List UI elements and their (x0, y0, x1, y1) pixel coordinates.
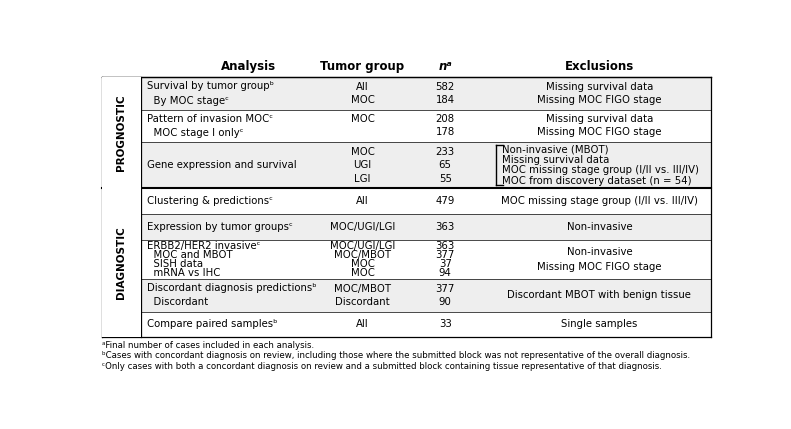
Text: ERBB2/HER2 invasiveᶜ: ERBB2/HER2 invasiveᶜ (146, 241, 260, 251)
Text: MOC/UGI/LGI: MOC/UGI/LGI (330, 241, 396, 251)
Bar (102, 77, 141, 188)
Text: 178: 178 (436, 127, 455, 137)
Bar (102, 188, 141, 337)
Text: Gene expression and survival: Gene expression and survival (146, 160, 297, 170)
Text: MOC/MBOT: MOC/MBOT (334, 284, 391, 294)
Text: ᶜOnly cases with both a concordant diagnosis on review and a submitted block con: ᶜOnly cases with both a concordant diagn… (102, 362, 662, 371)
Text: Missing survival data: Missing survival data (546, 115, 653, 124)
Text: 55: 55 (439, 173, 452, 184)
Text: Non-invasive: Non-invasive (566, 222, 632, 232)
Bar (141, 188, 710, 214)
Text: MOC/UGI/LGI: MOC/UGI/LGI (330, 222, 396, 232)
Text: 90: 90 (439, 297, 452, 307)
Text: SISH data: SISH data (146, 259, 202, 269)
Text: 377: 377 (436, 250, 455, 260)
Text: 233: 233 (436, 147, 455, 157)
Text: Expression by tumor groupsᶜ: Expression by tumor groupsᶜ (146, 222, 293, 232)
Text: Tumor group: Tumor group (320, 60, 404, 73)
Text: 37: 37 (439, 259, 452, 269)
Text: Missing survival data: Missing survival data (546, 82, 653, 92)
Bar (141, 311, 710, 337)
Text: 94: 94 (439, 268, 452, 278)
Text: DIAGNOSTIC: DIAGNOSTIC (116, 227, 127, 299)
Text: Missing MOC FIGO stage: Missing MOC FIGO stage (537, 262, 661, 272)
Bar (141, 214, 710, 240)
Bar (141, 279, 710, 311)
Bar (141, 142, 710, 188)
Bar (141, 77, 710, 110)
Text: MOC: MOC (350, 95, 374, 105)
Text: Compare paired samplesᵇ: Compare paired samplesᵇ (146, 319, 277, 329)
Text: MOC stage I onlyᶜ: MOC stage I onlyᶜ (146, 128, 243, 138)
Text: ᵇCases with concordant diagnosis on review, including those where the submitted : ᵇCases with concordant diagnosis on revi… (102, 351, 690, 360)
Text: mRNA vs IHC: mRNA vs IHC (146, 268, 220, 278)
Text: ᵃFinal number of cases included in each analysis.: ᵃFinal number of cases included in each … (102, 341, 314, 350)
Text: MOC: MOC (350, 147, 374, 157)
Text: MOC from discovery dataset (n = 54): MOC from discovery dataset (n = 54) (502, 176, 692, 186)
Text: 184: 184 (436, 95, 455, 105)
Text: Missing survival data: Missing survival data (502, 155, 610, 165)
Text: Discordant: Discordant (146, 297, 208, 307)
Text: Non-invasive (MBOT): Non-invasive (MBOT) (502, 145, 609, 155)
Text: LGI: LGI (354, 173, 371, 184)
Text: MOC and MBOT: MOC and MBOT (146, 250, 233, 260)
Bar (141, 240, 710, 279)
Text: 377: 377 (436, 284, 455, 294)
Text: Non-invasive: Non-invasive (566, 247, 632, 257)
Text: 363: 363 (436, 241, 455, 251)
Text: MOC: MOC (350, 268, 374, 278)
Text: 479: 479 (436, 196, 455, 206)
Text: By MOC stageᶜ: By MOC stageᶜ (146, 96, 229, 106)
Text: 582: 582 (436, 82, 455, 92)
Text: Pattern of invasion MOCᶜ: Pattern of invasion MOCᶜ (146, 114, 273, 124)
Text: 65: 65 (439, 160, 452, 170)
Text: Single samples: Single samples (562, 319, 638, 329)
Text: All: All (356, 82, 369, 92)
Text: MOC: MOC (350, 115, 374, 124)
Text: Missing MOC FIGO stage: Missing MOC FIGO stage (537, 127, 661, 137)
Text: Missing MOC FIGO stage: Missing MOC FIGO stage (537, 95, 661, 105)
Text: UGI: UGI (354, 160, 372, 170)
Text: MOC missing stage group (I/II vs. III/IV): MOC missing stage group (I/II vs. III/IV… (502, 166, 699, 175)
Text: Discordant diagnosis predictionsᵇ: Discordant diagnosis predictionsᵇ (146, 283, 316, 293)
Text: 33: 33 (439, 319, 452, 329)
Bar (141, 110, 710, 142)
Text: 363: 363 (436, 222, 455, 232)
Text: Exclusions: Exclusions (565, 60, 634, 73)
Text: Discordant: Discordant (335, 297, 390, 307)
Text: All: All (356, 319, 369, 329)
Text: MOC: MOC (350, 259, 374, 269)
Text: Clustering & predictionsᶜ: Clustering & predictionsᶜ (146, 196, 273, 206)
Text: PROGNOSTIC: PROGNOSTIC (116, 94, 127, 171)
Text: All: All (356, 196, 369, 206)
Text: 208: 208 (436, 115, 455, 124)
Text: Survival by tumor groupᵇ: Survival by tumor groupᵇ (146, 82, 274, 91)
Text: nᵃ: nᵃ (438, 60, 452, 73)
Text: MOC missing stage group (I/II vs. III/IV): MOC missing stage group (I/II vs. III/IV… (501, 196, 698, 206)
Text: Analysis: Analysis (221, 60, 276, 73)
Text: MOC/MBOT: MOC/MBOT (334, 250, 391, 260)
Text: Discordant MBOT with benign tissue: Discordant MBOT with benign tissue (508, 290, 691, 300)
